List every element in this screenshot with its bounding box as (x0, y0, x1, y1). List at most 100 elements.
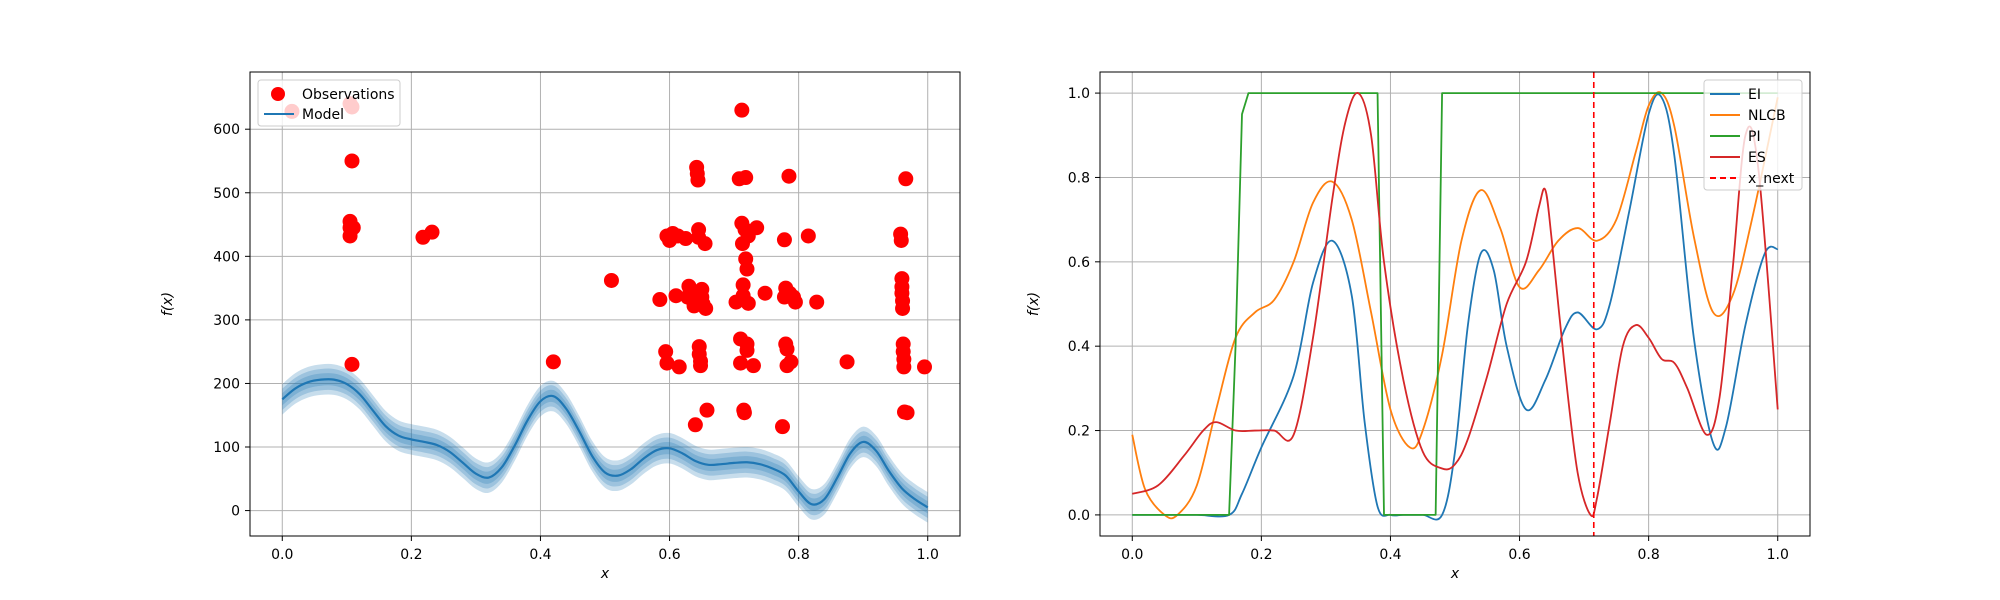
observation-point (691, 222, 707, 238)
left-y-ticks: 0 100 200 300 400 500 600 (213, 122, 250, 520)
legend-label-nlcb: NLCB (1748, 108, 1786, 124)
left-y-tick-label: 200 (213, 376, 240, 392)
observation-point (697, 236, 713, 252)
right-plot-area (1131, 72, 1779, 536)
observation-point (749, 220, 765, 236)
right-y-tick-label: 1.0 (1068, 86, 1090, 102)
observation-point (775, 419, 790, 435)
observation-point (687, 417, 703, 433)
right-y-axis-label: f(x) (1026, 292, 1042, 316)
left-legend: Observations Model (257, 79, 401, 127)
observation-point (809, 294, 825, 310)
right-x-tick-label: 1.0 (1767, 547, 1789, 563)
observation-point (678, 231, 694, 247)
observation-point (896, 359, 912, 375)
right-x-tick-label: 0.4 (1379, 547, 1401, 563)
model-confidence-band (282, 373, 928, 514)
left-grid (250, 72, 960, 536)
observation-point (652, 292, 668, 308)
observation-point (735, 277, 751, 293)
left-subplot: 0.0 0.2 0.4 0.6 0.8 1.0 0 100 200 300 400 500 600 x… (160, 71, 961, 582)
observation-point (899, 405, 915, 421)
left-y-tick-label: 0 (231, 504, 240, 520)
observation-point (779, 341, 795, 357)
observation-point (698, 300, 714, 316)
left-y-tick-label: 600 (213, 122, 240, 138)
right-y-tick-label: 0.2 (1068, 424, 1090, 440)
observation-point (342, 228, 358, 244)
right-y-ticks: 0.0 0.2 0.4 0.6 0.8 1.0 (1068, 86, 1100, 524)
left-y-tick-label: 300 (213, 313, 240, 329)
right-y-tick-label: 0.4 (1068, 339, 1090, 355)
observation-point (898, 171, 914, 187)
left-x-tick-label: 0.6 (658, 547, 680, 563)
left-x-tick-label: 0.4 (529, 547, 551, 563)
left-x-tick-label: 0.8 (788, 547, 810, 563)
observation-point (424, 224, 440, 240)
left-y-axis-label: f(x) (160, 292, 176, 316)
right-x-ticks: 0.0 0.2 0.4 0.6 0.8 1.0 (1121, 536, 1789, 563)
legend-swatch-observations (271, 87, 285, 101)
observation-point (658, 344, 674, 360)
right-x-axis-label: x (1450, 566, 1460, 582)
legend-label-model: Model (302, 107, 344, 123)
observation-point (668, 288, 684, 304)
right-x-tick-label: 0.0 (1121, 547, 1143, 563)
legend-label-x-next: x_next (1748, 171, 1795, 187)
observation-point (739, 261, 755, 277)
observation-point (690, 172, 706, 188)
left-x-tick-label: 1.0 (917, 547, 939, 563)
observation-point (781, 168, 797, 184)
left-y-tick-label: 100 (213, 440, 240, 456)
observation-point (733, 355, 749, 371)
observation-point (344, 153, 360, 169)
left-axes-frame (249, 71, 961, 537)
observation-point (736, 405, 752, 421)
observation-point (776, 232, 792, 248)
observation-point (917, 359, 932, 375)
observation-point (787, 294, 803, 310)
right-y-tick-label: 0.0 (1068, 508, 1090, 524)
observation-point (734, 102, 750, 118)
legend-label-pi: PI (1748, 129, 1761, 145)
right-x-tick-label: 0.6 (1508, 547, 1530, 563)
observation-point (738, 170, 754, 186)
left-x-tick-label: 0.2 (400, 547, 422, 563)
observation-point (671, 359, 687, 375)
observation-point (800, 228, 816, 244)
left-x-tick-label: 0.0 (271, 547, 293, 563)
right-subplot: 0.0 0.2 0.4 0.6 0.8 1.0 0.00.20.40.60.81.0 x … (1026, 71, 1811, 582)
legend-label-observations: Observations (302, 87, 395, 103)
observation-point (839, 354, 855, 370)
observation-point (895, 300, 911, 316)
observation-point (659, 355, 675, 371)
observation-point (893, 232, 909, 248)
legend-label-ei: EI (1748, 87, 1761, 103)
observation-point (693, 358, 709, 374)
observation-point (344, 356, 360, 372)
right-y-tick-label: 0.6 (1068, 255, 1090, 271)
left-y-tick-label: 400 (213, 249, 240, 265)
observation-point (783, 354, 799, 370)
es-line (1131, 92, 1779, 518)
observation-point (699, 402, 715, 418)
observation-point (545, 354, 561, 370)
left-x-ticks: 0.0 0.2 0.4 0.6 0.8 1.0 (271, 536, 939, 563)
observation-point (603, 272, 619, 288)
left-x-axis-label: x (600, 566, 610, 582)
model-mean-line (281, 378, 929, 509)
right-axes-frame (1099, 71, 1811, 537)
observation-point (745, 358, 761, 374)
right-x-tick-label: 0.8 (1638, 547, 1660, 563)
right-legend: EI NLCB PI ES x_next (1703, 79, 1803, 191)
pi-line (1132, 92, 1778, 516)
observation-point (740, 295, 756, 311)
left-y-tick-label: 500 (213, 186, 240, 202)
observation-point (739, 342, 755, 358)
right-y-tick-label: 0.8 (1068, 170, 1090, 186)
right-legend-frame (1703, 79, 1803, 191)
ei-line (1132, 93, 1779, 521)
legend-label-es: ES (1748, 150, 1766, 166)
model-confidence-band (282, 363, 928, 523)
